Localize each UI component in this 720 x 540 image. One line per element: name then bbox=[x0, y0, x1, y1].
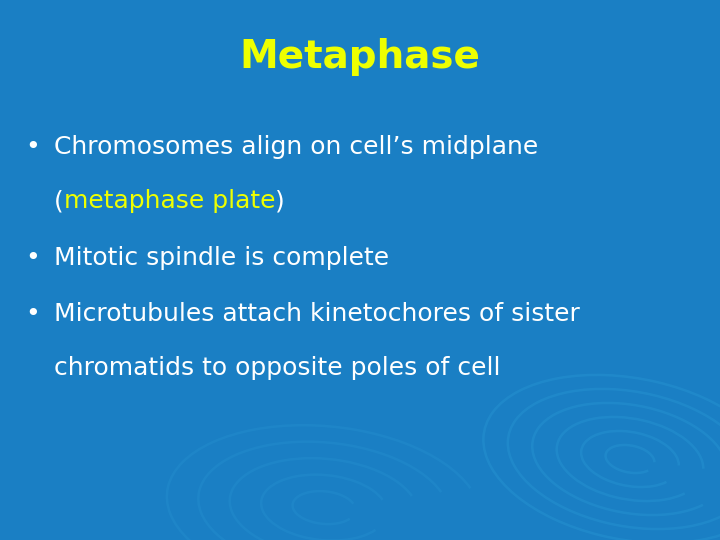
Text: chromatids to opposite poles of cell: chromatids to opposite poles of cell bbox=[54, 356, 500, 380]
Text: •: • bbox=[25, 135, 40, 159]
Text: •: • bbox=[25, 246, 40, 269]
Text: Metaphase: Metaphase bbox=[240, 38, 480, 76]
Text: metaphase plate: metaphase plate bbox=[64, 189, 275, 213]
Text: Chromosomes align on cell’s midplane: Chromosomes align on cell’s midplane bbox=[54, 135, 539, 159]
Text: ): ) bbox=[275, 189, 285, 213]
Text: (: ( bbox=[54, 189, 64, 213]
Text: Microtubules attach kinetochores of sister: Microtubules attach kinetochores of sist… bbox=[54, 302, 580, 326]
Text: •: • bbox=[25, 302, 40, 326]
Text: Mitotic spindle is complete: Mitotic spindle is complete bbox=[54, 246, 389, 269]
